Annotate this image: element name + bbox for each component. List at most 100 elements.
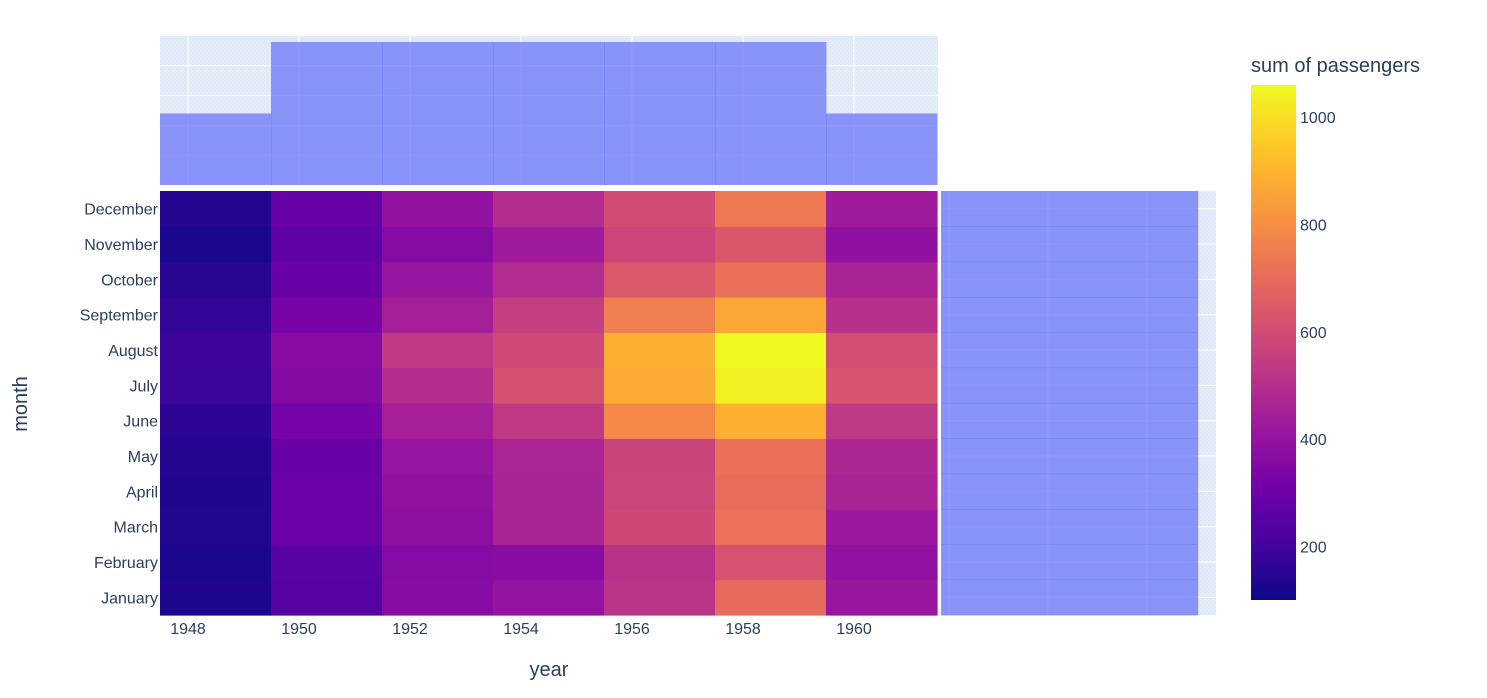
heatmap-cell-may-1952: [382, 438, 494, 475]
y-tick-march: March: [114, 520, 158, 537]
heatmap-cell-january-1954: [493, 579, 605, 616]
heatmap-cell-january-1952: [382, 579, 494, 616]
heatmap-cell-august-1952: [382, 332, 494, 369]
heatmap-cell-august-1948: [160, 332, 272, 369]
colorbar-tick-400: 400: [1300, 432, 1327, 449]
y-tick-october: October: [101, 272, 159, 289]
y-tick-february: February: [94, 555, 158, 572]
y-tick-april: April: [126, 484, 158, 501]
heatmap-cell-july-1952: [382, 367, 494, 404]
heatmap-cell-may-1960: [826, 438, 938, 475]
y-axis-ticks: January February March April May June July Augu…: [80, 202, 159, 608]
heatmap-cell-march-1960: [826, 509, 938, 545]
heatmap-cell-december-1950: [271, 191, 383, 227]
heatmap-cell-august-1958: [715, 332, 827, 369]
colorbar-title: sum of passengers: [1251, 55, 1420, 77]
top-histogram-bar-1948: [160, 113, 272, 185]
heatmap-cell-june-1948: [160, 403, 272, 439]
heatmap-cell-december-1948: [160, 191, 272, 227]
heatmap-cell-september-1952: [382, 297, 494, 333]
colorbar-tick-800: 800: [1300, 218, 1327, 235]
heatmap-cell-may-1956: [604, 438, 716, 475]
heatmap-cell-august-1954: [493, 332, 605, 369]
x-tick-1948: 1948: [170, 621, 206, 638]
heatmap-cell-january-1948: [160, 579, 272, 616]
heatmap-cell-july-1960: [826, 367, 938, 404]
heatmap-cell-june-1956: [604, 403, 716, 439]
heatmap-cell-march-1948: [160, 509, 272, 545]
heatmap-cell-november-1960: [826, 226, 938, 263]
x-tick-1954: 1954: [503, 621, 539, 638]
right-histogram-bar-may: [941, 438, 1199, 475]
x-axis-title: year: [530, 659, 569, 681]
heatmap-cell-october-1960: [826, 261, 938, 298]
y-tick-december: December: [84, 202, 158, 219]
x-tick-1958: 1958: [725, 621, 761, 638]
colorbar-tick-600: 600: [1300, 325, 1327, 342]
heatmap-cell-october-1948: [160, 261, 272, 298]
heatmap-cell-february-1952: [382, 544, 494, 581]
right-histogram-bar-august: [941, 332, 1199, 369]
colorbar-tick-1000: 1000: [1300, 110, 1336, 127]
heatmap-cell-february-1948: [160, 544, 272, 581]
heatmap-cell-may-1958: [715, 438, 827, 475]
right-histogram-bar-february: [941, 544, 1199, 581]
heatmap-cell-april-1948: [160, 473, 272, 510]
y-tick-june: June: [123, 414, 158, 431]
heatmap-cell-december-1952: [382, 191, 494, 227]
heatmap-cell-may-1954: [493, 438, 605, 475]
heatmap-cell-april-1952: [382, 473, 494, 510]
heatmap-cell-april-1950: [271, 473, 383, 510]
x-tick-1952: 1952: [392, 621, 428, 638]
heatmap-cell-march-1950: [271, 509, 383, 545]
y-tick-january: January: [101, 590, 158, 607]
heatmap-cell-june-1952: [382, 403, 494, 439]
heatmap-cell-june-1950: [271, 403, 383, 439]
heatmap-cell-february-1954: [493, 544, 605, 581]
heatmap-cell-december-1960: [826, 191, 938, 227]
heatmap-cell-july-1950: [271, 367, 383, 404]
heatmap-cell-may-1948: [160, 438, 272, 475]
top-histogram-bar-1954: [493, 41, 605, 186]
y-tick-september: September: [80, 308, 159, 325]
heatmap-cell-july-1958: [715, 367, 827, 404]
heatmap-cell-november-1958: [715, 226, 827, 263]
right-histogram-bar-december: [941, 191, 1199, 227]
heatmap-cell-november-1948: [160, 226, 272, 263]
heatmap-cell-november-1954: [493, 226, 605, 263]
heatmap-cell-june-1960: [826, 403, 938, 439]
right-histogram-bar-january: [941, 579, 1199, 616]
heatmap-cell-october-1956: [604, 261, 716, 298]
heatmap-cell-october-1954: [493, 261, 605, 298]
heatmap-cell-january-1960: [826, 579, 938, 616]
heatmap-cell-september-1956: [604, 297, 716, 333]
heatmap-cell-december-1954: [493, 191, 605, 227]
right-histogram-bar-october: [941, 261, 1199, 298]
top-histogram-bar-1952: [382, 41, 494, 186]
top-histogram-bar-1960: [826, 113, 938, 185]
heatmap-cell-december-1956: [604, 191, 716, 227]
heatmap-cell-april-1954: [493, 473, 605, 510]
y-axis-title: month: [10, 376, 32, 432]
heatmap-cell-february-1950: [271, 544, 383, 581]
heatmap-cell-august-1960: [826, 332, 938, 369]
heatmap-cell-april-1958: [715, 473, 827, 510]
colorbar: sum of passengers 200 400 600 800 1000: [1251, 55, 1420, 600]
colorbar-tick-200: 200: [1300, 539, 1327, 556]
x-tick-1956: 1956: [614, 621, 650, 638]
heatmap-cell-august-1956: [604, 332, 716, 369]
heatmap-cell-july-1948: [160, 367, 272, 404]
heatmap-cell-june-1954: [493, 403, 605, 439]
heatmap-cell-april-1960: [826, 473, 938, 510]
right-marginal-bars: [941, 191, 1199, 616]
heatmap-cell-september-1954: [493, 297, 605, 333]
right-histogram-bar-june: [941, 403, 1199, 439]
top-histogram-bar-1950: [271, 41, 383, 186]
heatmap-cell-july-1954: [493, 367, 605, 404]
right-histogram-bar-july: [941, 367, 1199, 404]
y-tick-august: August: [108, 343, 158, 360]
heatmap-cell-october-1952: [382, 261, 494, 298]
heatmap-cell-february-1956: [604, 544, 716, 581]
heatmap-cell-march-1956: [604, 509, 716, 545]
